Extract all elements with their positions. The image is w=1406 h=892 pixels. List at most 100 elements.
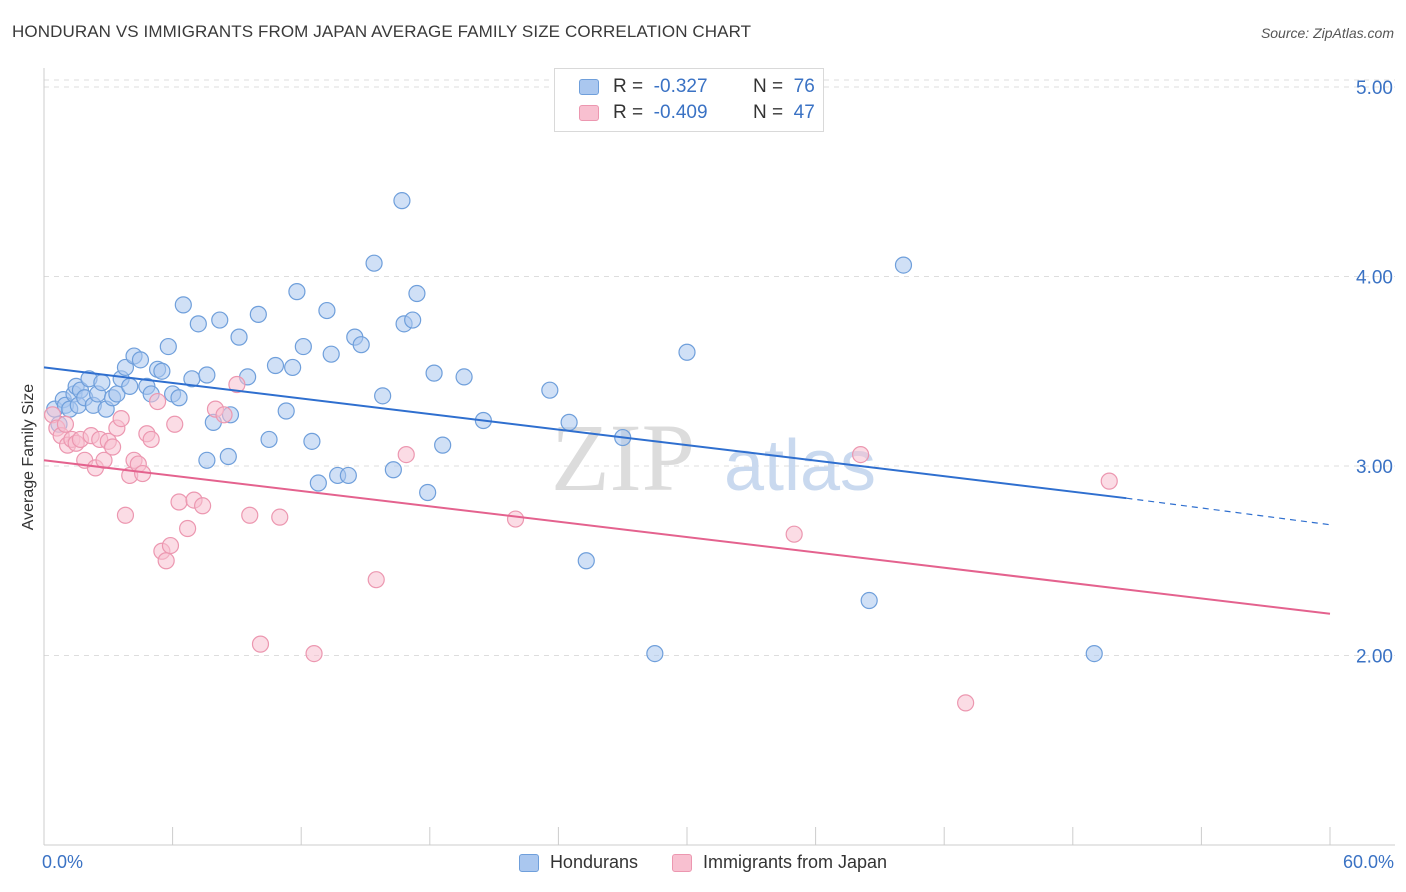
japan-point — [103, 438, 122, 456]
honduran-point — [266, 356, 285, 375]
r-label: R = — [613, 76, 644, 97]
japan-trend-line — [43, 459, 1331, 615]
honduran-point — [678, 343, 696, 361]
legend-swatch-pink — [579, 105, 599, 121]
japan-point — [157, 552, 175, 570]
axes — [43, 68, 1395, 846]
honduran-point — [577, 552, 595, 570]
honduran-point — [211, 311, 229, 329]
r-value: -0.327 — [653, 76, 708, 97]
japan-point — [112, 409, 130, 428]
japan-point — [241, 506, 259, 524]
y-tick-label: 3.00 — [1356, 457, 1393, 478]
japan-point — [506, 510, 525, 528]
honduran-point — [393, 192, 411, 210]
honduran-point — [374, 387, 392, 405]
trend-lines — [43, 366, 1331, 615]
honduran-point — [408, 284, 426, 303]
honduran-point — [434, 436, 452, 454]
japan-point — [251, 635, 270, 653]
honduran-point — [159, 337, 177, 356]
honduran-point — [288, 283, 306, 301]
honduran-point — [309, 474, 327, 492]
honduran-point — [131, 351, 150, 369]
japan-point — [305, 644, 323, 663]
japan-point — [785, 525, 803, 543]
honduran-point — [455, 368, 473, 386]
bottom-legend: Hondurans Immigrants from Japan — [0, 852, 1406, 873]
honduran-point — [260, 430, 278, 449]
honduran-point — [303, 432, 321, 450]
legend-n: N = 47 — [753, 102, 815, 124]
honduran-point — [419, 483, 437, 502]
honduran-point — [284, 358, 302, 377]
japan-point — [367, 571, 385, 589]
japan-point — [228, 375, 246, 394]
legend-r: R = -0.409 — [613, 102, 753, 124]
honduran-point — [174, 296, 192, 314]
japan-point — [852, 446, 870, 464]
honduran-point — [198, 451, 216, 469]
honduran-point — [249, 305, 267, 323]
legend-row-japan: R = -0.409 N = 47 — [579, 101, 815, 125]
honduran-point — [318, 301, 336, 320]
honduran-point — [230, 328, 248, 346]
honduran-point — [384, 461, 402, 479]
legend-swatch-blue — [579, 79, 599, 95]
japan-point — [271, 508, 289, 526]
n-value: 76 — [793, 76, 815, 97]
japan-point — [179, 519, 197, 538]
honduran-point — [365, 254, 383, 272]
bottom-legend-hondurans[interactable]: Hondurans — [518, 852, 638, 873]
r-label: R = — [613, 102, 644, 123]
legend: R = -0.327 N = 76 R = -0.409 N = 47 — [554, 68, 824, 132]
japan-point — [170, 493, 188, 511]
honduran-point — [352, 336, 370, 354]
japan-point — [215, 406, 233, 424]
chart-title: HONDURAN VS IMMIGRANTS FROM JAPAN AVERAG… — [12, 22, 752, 41]
series-hondurans — [46, 192, 1103, 663]
honduran-point — [404, 311, 422, 329]
watermark-atlas: atlas — [724, 426, 876, 506]
gridlines — [44, 79, 1395, 656]
n-label: N = — [753, 76, 784, 97]
honduran-point — [560, 413, 578, 431]
n-value: 47 — [793, 102, 815, 123]
honduran-point — [1085, 644, 1103, 663]
japan-point — [957, 694, 975, 712]
japan-point — [397, 446, 415, 464]
y-tick-label: 4.00 — [1356, 267, 1393, 288]
honduran-point — [116, 358, 135, 377]
japan-point — [166, 415, 184, 433]
japan-point — [1100, 472, 1118, 490]
honduran-point — [894, 256, 913, 274]
y-tick-labels: 2.00 3.00 4.00 5.00 — [1356, 78, 1393, 668]
bottom-legend-label: Hondurans — [549, 852, 638, 872]
legend-r: R = -0.327 — [613, 76, 753, 98]
y-tick-label: 5.00 — [1356, 78, 1393, 99]
r-value: -0.409 — [653, 102, 708, 123]
honduran-point — [339, 466, 357, 485]
bottom-legend-japan[interactable]: Immigrants from Japan — [672, 852, 887, 873]
honduran-point — [322, 345, 340, 363]
japan-point — [148, 392, 167, 411]
japan-point — [56, 415, 75, 433]
honduran-point — [646, 644, 664, 663]
source-label: Source: ZipAtlas.com — [1260, 25, 1394, 41]
honduran-point — [541, 381, 559, 399]
honduran-point — [121, 377, 139, 395]
honduran-point — [277, 402, 295, 420]
x-tick-min: 0.0% — [42, 852, 84, 872]
japan-point — [142, 430, 160, 449]
honduran-point — [170, 389, 188, 407]
honduran-point — [198, 366, 216, 384]
honduran-point — [93, 373, 111, 392]
honduran-point — [294, 337, 312, 356]
bottom-legend-label: Immigrants from Japan — [703, 852, 888, 872]
honduran-point — [189, 315, 207, 333]
honduran-trend-line — [43, 366, 1127, 500]
honduran-point — [860, 591, 878, 610]
honduran-point — [153, 362, 171, 380]
x-tick-max: 60.0% — [1342, 852, 1394, 872]
